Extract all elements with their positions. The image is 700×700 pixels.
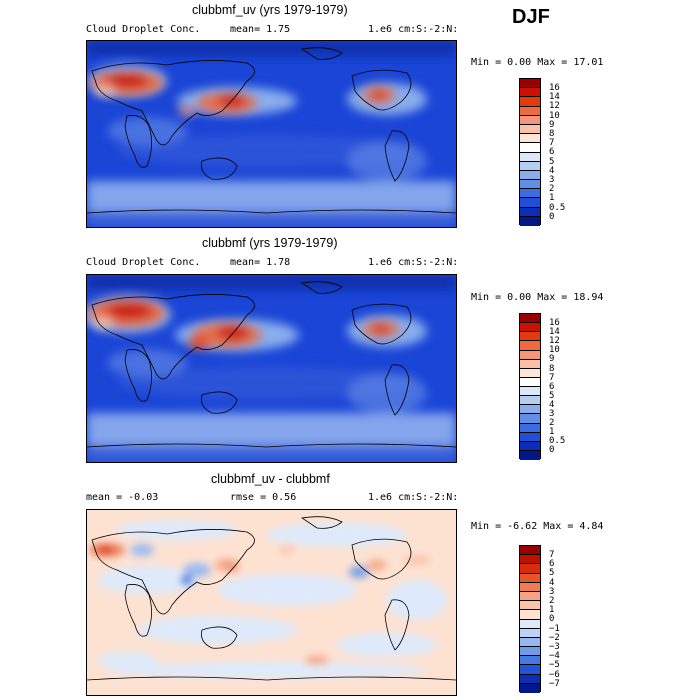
season-label: DJF bbox=[512, 6, 550, 28]
colorbar-tick: 8 bbox=[549, 129, 555, 139]
colorbar-tick: 0.5 bbox=[549, 202, 566, 213]
colorbar-tick: 12 bbox=[549, 101, 560, 112]
colorbar-tick: −3 bbox=[549, 642, 560, 652]
panel-1-minmax: Min = 0.00 Max = 17.01 bbox=[471, 57, 604, 68]
panel-2-mean: mean= 1.78 bbox=[230, 257, 291, 268]
colorbar-tick: 10 bbox=[549, 110, 560, 121]
panel-1-map bbox=[86, 40, 457, 228]
colorbar-tick: 1 bbox=[549, 605, 555, 616]
colorbar-tick: 5 bbox=[549, 568, 555, 579]
colorbar-tick: 0.5 bbox=[549, 436, 566, 447]
world-map-icon bbox=[87, 275, 456, 462]
panel-1-units: 1.e6 cm:S:-2:N: bbox=[368, 24, 459, 35]
panel-1-field-label: Cloud Droplet Conc. bbox=[86, 24, 201, 35]
colorbar-tick: 7 bbox=[549, 550, 555, 560]
colorbar-tick: 6 bbox=[549, 381, 555, 392]
panel-3-units: 1.e6 cm:S:-2:N: bbox=[368, 492, 459, 503]
colorbar-tick: 4 bbox=[549, 165, 555, 176]
colorbar-tick: 9 bbox=[549, 119, 555, 130]
colorbar-tick: 0 bbox=[549, 614, 555, 625]
colorbar-tick: −4 bbox=[549, 651, 560, 662]
world-map-icon bbox=[87, 510, 456, 695]
colorbar-tick: 0 bbox=[549, 211, 555, 222]
colorbar-tick: 6 bbox=[549, 147, 555, 158]
colorbar-tick: 1 bbox=[549, 193, 555, 204]
panel-1-colorbar bbox=[519, 78, 541, 226]
colorbar-tick: 8 bbox=[549, 363, 555, 374]
panel-1-title: clubbmf_uv (yrs 1979-1979) bbox=[192, 3, 348, 17]
colorbar-tick: 7 bbox=[549, 138, 555, 149]
colorbar-tick: −1 bbox=[549, 623, 560, 634]
panel-3-colorbar bbox=[519, 545, 541, 693]
panel-3-rmse: rmse = 0.56 bbox=[230, 492, 297, 503]
panel-3-minmax: Min = -6.62 Max = 4.84 bbox=[471, 521, 604, 532]
panel-1-mean: mean= 1.75 bbox=[230, 24, 291, 35]
panel-2-field-label: Cloud Droplet Conc. bbox=[86, 257, 201, 268]
colorbar-tick: 16 bbox=[549, 83, 560, 93]
panel-2-units: 1.e6 cm:S:-2:N: bbox=[368, 257, 459, 268]
panel-3-title: clubbmf_uv - clubbmf bbox=[211, 472, 330, 486]
panel-3-map bbox=[86, 509, 457, 696]
colorbar-tick: 2 bbox=[549, 418, 555, 429]
colorbar-tick: −7 bbox=[549, 678, 560, 689]
colorbar-tick: 0 bbox=[549, 445, 555, 456]
colorbar-tick: 9 bbox=[549, 354, 555, 365]
colorbar-tick: −2 bbox=[549, 632, 560, 643]
colorbar-tick: 16 bbox=[549, 318, 560, 328]
colorbar-tick: 3 bbox=[549, 175, 555, 185]
panel-2-colorbar bbox=[519, 313, 541, 460]
colorbar-tick: 6 bbox=[549, 559, 555, 570]
colorbar-tick: 14 bbox=[549, 327, 560, 338]
colorbar-tick: 10 bbox=[549, 345, 560, 356]
world-map-icon bbox=[87, 41, 456, 227]
colorbar-tick: 2 bbox=[549, 596, 555, 606]
panel-3-mean: mean = -0.03 bbox=[86, 492, 159, 503]
colorbar-tick: −5 bbox=[549, 660, 560, 671]
colorbar-tick: 4 bbox=[549, 399, 555, 410]
panel-2-title: clubbmf (yrs 1979-1979) bbox=[202, 236, 338, 250]
panel-2-minmax: Min = 0.00 Max = 18.94 bbox=[471, 292, 604, 303]
colorbar-tick: 14 bbox=[549, 92, 560, 103]
colorbar-tick: 12 bbox=[549, 336, 560, 347]
panel-2-map bbox=[86, 274, 457, 463]
colorbar-tick: 7 bbox=[549, 372, 555, 383]
colorbar-tick: 5 bbox=[549, 390, 555, 401]
colorbar-tick: 3 bbox=[549, 409, 555, 419]
colorbar-tick: 3 bbox=[549, 586, 555, 597]
colorbar-tick: 1 bbox=[549, 427, 555, 438]
colorbar-tick: −6 bbox=[549, 669, 560, 680]
colorbar-tick: 4 bbox=[549, 577, 555, 588]
colorbar-tick: 2 bbox=[549, 184, 555, 195]
colorbar-tick: 5 bbox=[549, 156, 555, 167]
